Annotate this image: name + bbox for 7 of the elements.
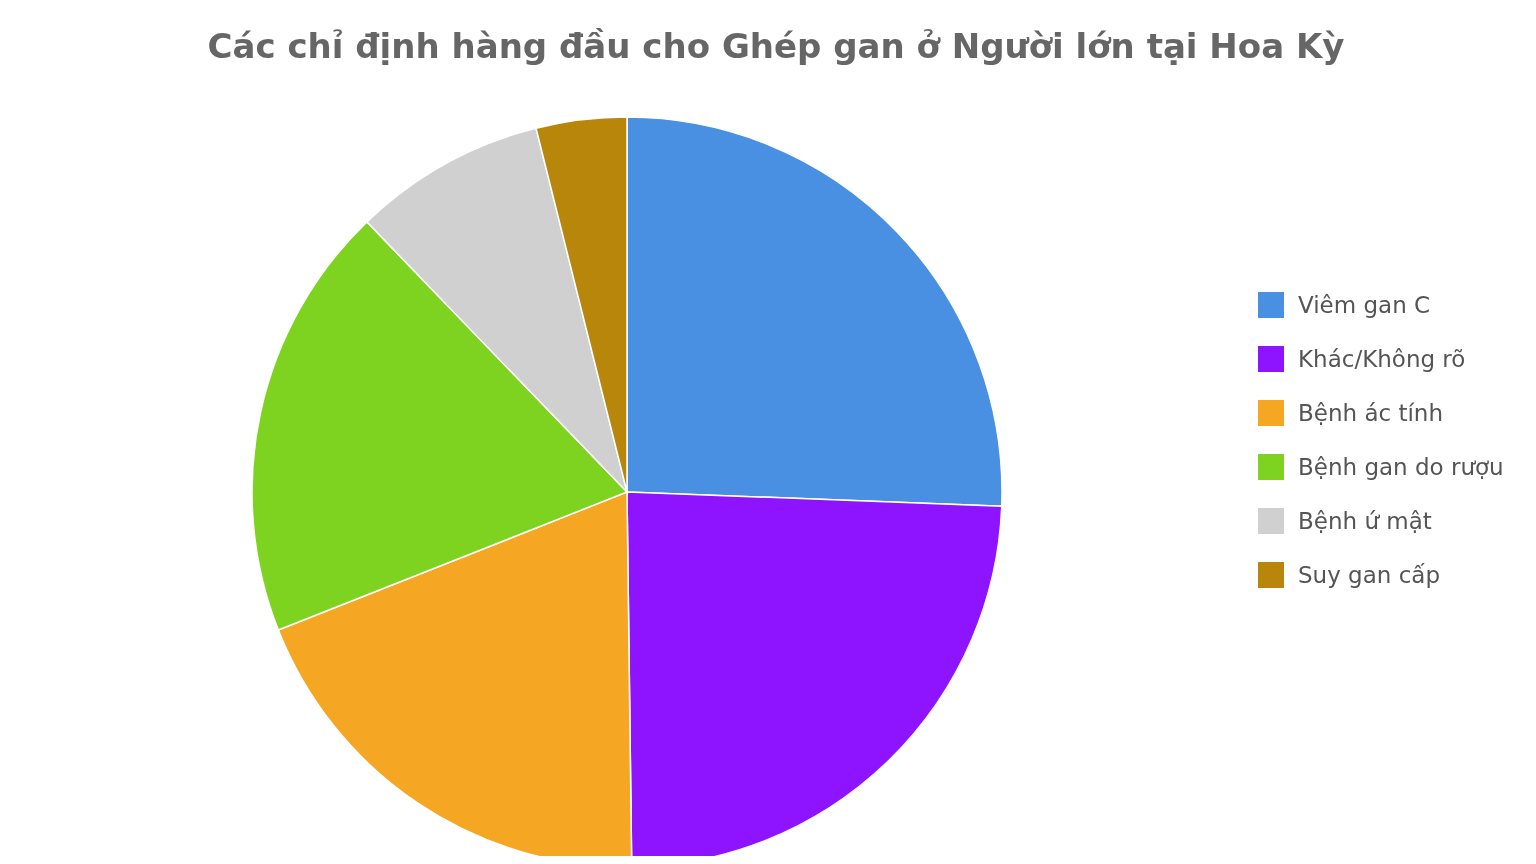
legend-label: Viêm gan C [1298, 292, 1431, 318]
legend-label: Suy gan cấp [1298, 562, 1441, 588]
chart-title: Các chỉ định hàng đầu cho Ghép gan ở Người lớn tại Hoa Kỳ [206, 26, 1346, 66]
legend-label: Bệnh ác tính [1298, 400, 1444, 426]
legend-label: Bệnh gan do rượu [1298, 454, 1504, 480]
legend-label: Khác/Không rõ [1298, 346, 1466, 372]
legend-label: Bệnh ứ mật [1298, 508, 1432, 534]
